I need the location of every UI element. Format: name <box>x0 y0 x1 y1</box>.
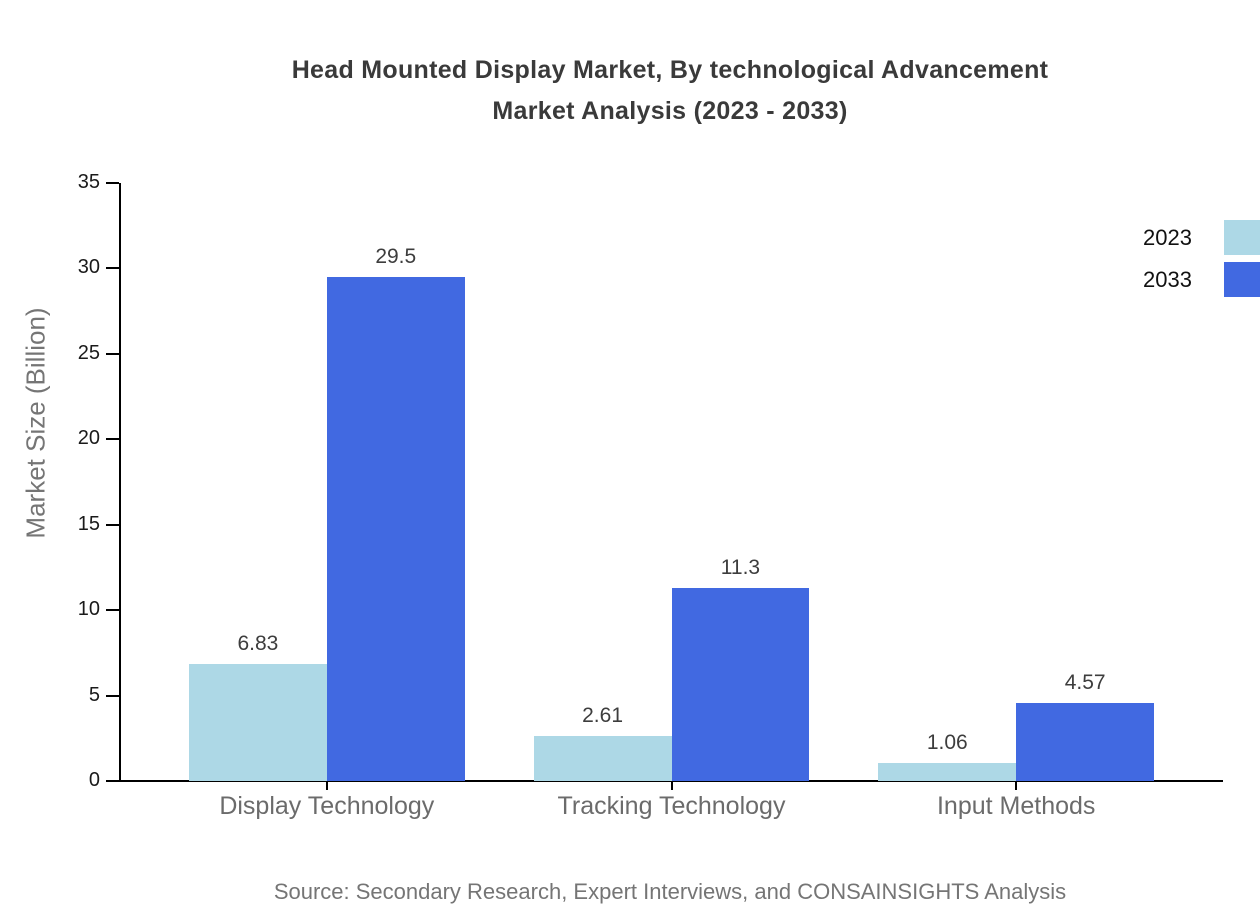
y-tick-mark-20 <box>106 438 119 441</box>
legend-swatch-2023 <box>1224 220 1260 255</box>
y-tick-mark-15 <box>106 523 119 526</box>
y-tick-mark-30 <box>106 267 119 270</box>
value-label-2023-display-technology: 6.83 <box>237 632 279 656</box>
y-tick-label-35: 35 <box>77 171 100 193</box>
value-label-2033-tracking-technology: 11.3 <box>720 555 761 579</box>
y-tick-label-20: 20 <box>77 427 100 450</box>
y-tick-label-15: 15 <box>77 512 100 535</box>
legend-label-2033: 2033 <box>1143 267 1192 292</box>
category-label-tracking-technology: Tracking Technology <box>557 792 786 820</box>
bar-2023-input-methods <box>878 762 1017 781</box>
x-tick-mark-tracking-technology <box>670 781 673 790</box>
chart-title-line1: Head Mounted Display Market, By technolo… <box>291 56 1049 84</box>
y-tick-label-5: 5 <box>88 683 100 706</box>
y-axis-line <box>119 183 121 782</box>
y-tick-mark-5 <box>106 694 119 697</box>
value-label-2033-display-technology: 29.5 <box>375 244 417 268</box>
value-label-2023-tracking-technology: 2.61 <box>582 704 623 728</box>
bar-2023-tracking-technology <box>533 736 672 781</box>
legend-label-2023: 2023 <box>1143 225 1192 250</box>
y-tick-mark-35 <box>106 182 119 184</box>
y-tick-mark-10 <box>106 609 119 612</box>
y-tick-label-30: 30 <box>77 256 100 279</box>
x-tick-mark-input-methods <box>1015 781 1018 790</box>
y-tick-mark-25 <box>106 352 119 355</box>
category-label-display-technology: Display Technology <box>219 792 435 820</box>
y-tick-label-10: 10 <box>77 598 100 621</box>
chart-title: Head Mounted Display Market, By technolo… <box>118 50 1222 132</box>
value-label-2023-input-methods: 1.06 <box>926 730 968 754</box>
value-label-2033-input-methods: 4.57 <box>1064 670 1106 694</box>
y-tick-label-25: 25 <box>77 341 100 364</box>
y-tick-mark-0 <box>106 780 119 782</box>
bar-2033-tracking-technology <box>671 587 810 781</box>
y-tick-label-0: 0 <box>88 769 100 791</box>
source-text: Source: Secondary Research, Expert Inter… <box>273 879 1067 904</box>
category-label-input-methods: Input Methods <box>936 792 1096 820</box>
bar-2023-display-technology <box>188 664 327 781</box>
bar-2033-input-methods <box>1016 702 1155 781</box>
legend-swatch-2033 <box>1224 262 1260 297</box>
chart-title-line2: Market Analysis (2023 - 2033) <box>492 97 848 125</box>
bar-2033-display-technology <box>326 276 465 781</box>
x-tick-mark-display-technology <box>325 781 328 790</box>
